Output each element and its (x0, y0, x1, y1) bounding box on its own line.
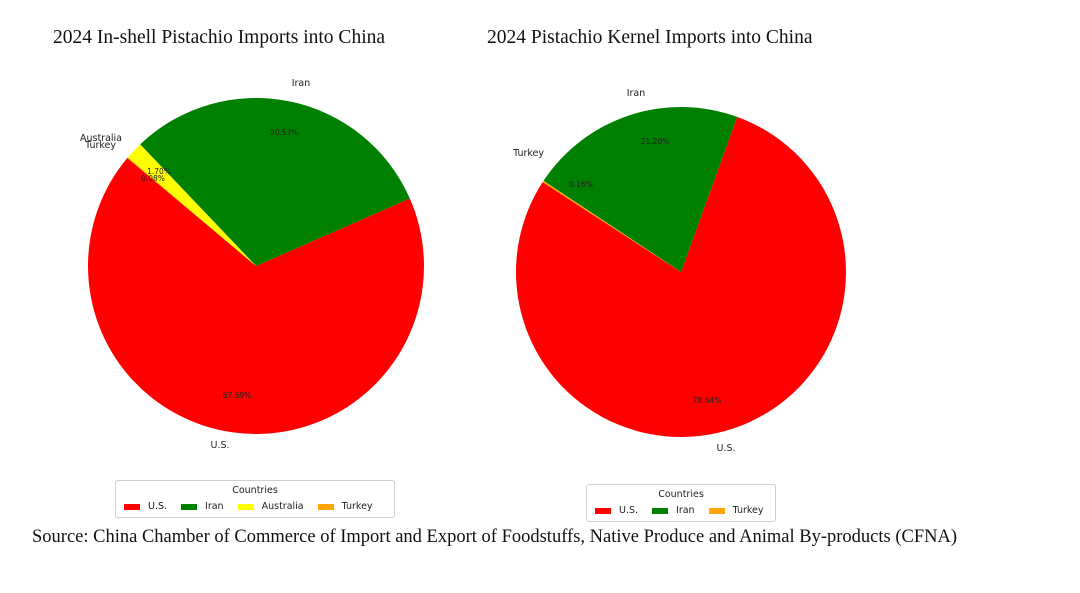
slice-label-turkey: Turkey (512, 148, 544, 159)
legend-label: U.S. (148, 501, 168, 512)
legend-item-u-s: U.S. (595, 505, 638, 516)
legend-item-turkey: Turkey (708, 505, 764, 516)
pct-label-australia: 1.70% (147, 167, 171, 176)
legend-item-u-s: U.S. (124, 501, 167, 512)
pie-slice-iran (140, 97, 410, 267)
legend-swatch (595, 507, 611, 514)
pie-slice-u-s (515, 116, 846, 438)
legend-label: Iran (676, 505, 695, 516)
slice-label-iran: Iran (627, 88, 646, 99)
pie-slice-iran (543, 107, 738, 272)
legend-item-turkey: Turkey (317, 501, 373, 512)
pct-label-turkey: 0.16% (569, 180, 593, 189)
legend-kernel: Countries U.S. Iran Turkey (586, 484, 776, 522)
pct-label-iran: 21.20% (641, 137, 670, 146)
legend-title: Countries (232, 485, 278, 496)
legend-item-australia: Australia (237, 501, 304, 512)
legend-title: Countries (658, 489, 704, 500)
slice-label-u-s: U.S. (716, 443, 735, 454)
slice-label-turkey: Turkey (84, 140, 116, 151)
source-note: Source: China Chamber of Commerce of Imp… (32, 527, 958, 547)
legend-swatch (317, 503, 334, 510)
legend-label: Turkey (341, 501, 373, 512)
legend-item-iran: Iran (652, 505, 695, 516)
legend-swatch (237, 503, 254, 510)
legend-label: Turkey (732, 505, 764, 516)
legend-label: Australia (261, 501, 304, 512)
chart-title-kernel: 2024 Pistachio Kernel Imports into China (487, 27, 813, 48)
legend-swatch (124, 503, 140, 510)
legend-swatch (708, 507, 725, 514)
slice-label-u-s: U.S. (210, 440, 229, 451)
legend-inshell: Countries U.S. Iran Australia Turkey (115, 480, 395, 518)
pie-slice-u-s (87, 158, 424, 434)
pie-slice-turkey (127, 157, 256, 266)
pie-slice-australia (127, 144, 256, 266)
pie-slice-turkey (542, 180, 681, 272)
slice-label-iran: Iran (292, 78, 311, 89)
pct-label-iran: 30.53% (270, 128, 299, 137)
chart-title-inshell: 2024 In-shell Pistachio Imports into Chi… (53, 27, 386, 48)
slice-label-australia: Australia (80, 133, 122, 144)
pct-label-u-s: 67.69% (223, 391, 252, 400)
legend-label: U.S. (619, 505, 639, 516)
pct-label-u-s: 78.64% (693, 396, 722, 405)
legend-swatch (181, 503, 198, 510)
legend-label: Iran (205, 501, 224, 512)
pct-label-turkey: 0.08% (141, 174, 165, 183)
legend-swatch (652, 507, 669, 514)
legend-item-iran: Iran (181, 501, 224, 512)
